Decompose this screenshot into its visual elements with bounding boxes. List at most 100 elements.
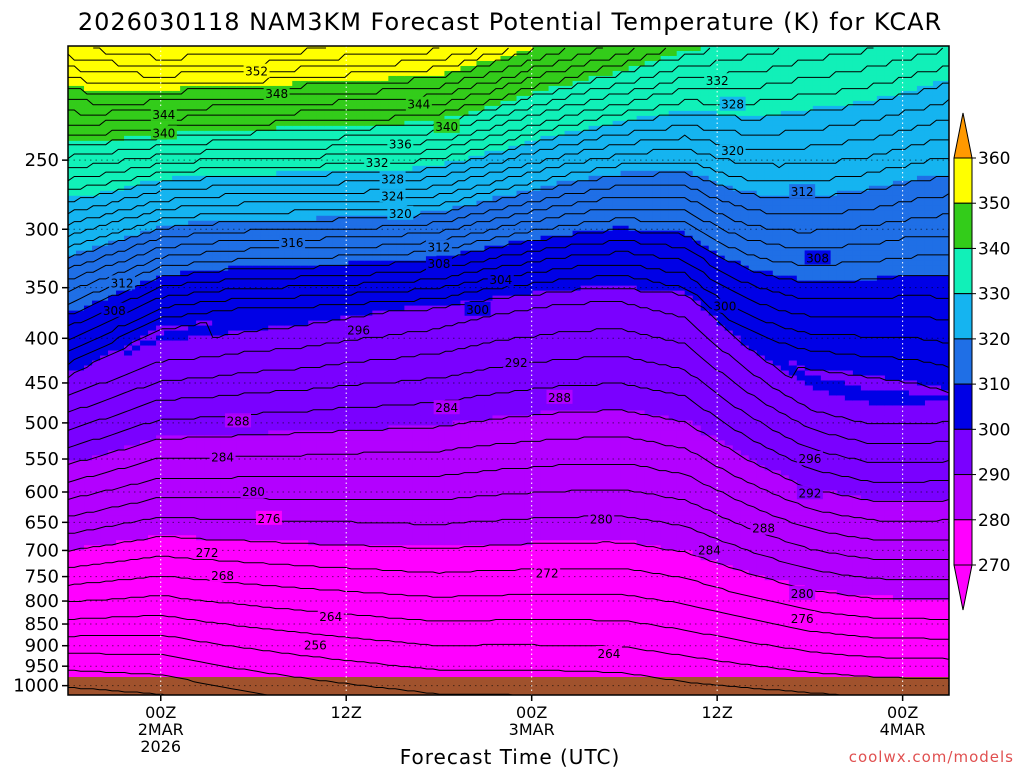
band-cell — [284, 370, 293, 377]
band-cell — [332, 630, 341, 636]
band-cell — [76, 180, 85, 187]
band-cell — [92, 415, 101, 422]
band-cell — [140, 485, 149, 491]
band-cell — [140, 225, 149, 232]
band-cell — [84, 225, 93, 232]
band-cell — [164, 575, 173, 581]
band-cell — [172, 420, 181, 427]
band-cell — [76, 46, 85, 52]
band-cell — [252, 320, 261, 327]
band-cell — [116, 95, 125, 102]
band-cell — [332, 320, 341, 327]
band-cell — [260, 500, 269, 506]
band-cell — [236, 80, 245, 87]
band-cell — [156, 365, 165, 372]
band-cell — [204, 605, 213, 611]
band-cell — [212, 55, 221, 62]
band-cell — [164, 270, 173, 277]
band-cell — [196, 300, 205, 307]
band-cell — [204, 55, 213, 62]
band-cell — [156, 410, 165, 417]
band-cell — [348, 600, 357, 606]
band-cell — [348, 575, 357, 581]
band-cell — [356, 130, 365, 137]
band-cell — [100, 55, 109, 62]
band-cell — [356, 435, 365, 441]
band-cell — [76, 485, 85, 491]
band-cell — [292, 450, 301, 456]
band-cell — [172, 225, 181, 232]
band-cell — [68, 660, 77, 666]
band-cell — [252, 650, 261, 656]
band-cell — [340, 345, 349, 352]
band-cell — [212, 510, 221, 516]
band-cell — [244, 75, 253, 82]
band-cell — [68, 665, 77, 671]
band-cell — [180, 175, 189, 182]
band-cell — [124, 420, 133, 427]
band-cell — [148, 525, 157, 531]
band-cell — [324, 410, 333, 417]
band-cell — [292, 80, 301, 87]
band-cell — [300, 670, 309, 676]
band-cell — [188, 490, 197, 496]
band-cell — [92, 635, 101, 641]
band-cell — [180, 165, 189, 172]
band-cell — [260, 245, 269, 252]
band-cell — [164, 75, 173, 82]
band-cell — [204, 465, 213, 471]
band-cell — [76, 200, 85, 207]
band-cell — [132, 245, 141, 252]
band-cell — [236, 345, 245, 352]
band-cell — [356, 615, 365, 621]
band-cell — [332, 155, 341, 162]
band-cell — [132, 270, 141, 277]
band-cell — [68, 655, 77, 661]
band-cell — [132, 285, 141, 292]
band-cell — [292, 650, 301, 656]
band-cell — [76, 450, 85, 456]
band-cell — [68, 575, 77, 581]
band-cell — [116, 290, 125, 297]
band-cell — [244, 600, 253, 606]
band-cell — [340, 640, 349, 646]
band-cell — [244, 105, 253, 112]
band-cell — [252, 635, 261, 641]
band-cell — [300, 290, 309, 297]
band-cell — [324, 510, 333, 516]
band-cell — [316, 380, 325, 387]
band-cell — [348, 210, 357, 217]
band-cell — [268, 590, 277, 596]
band-cell — [308, 535, 317, 541]
band-cell — [324, 540, 333, 546]
band-cell — [260, 300, 269, 307]
band-cell — [300, 495, 309, 501]
band-cell — [348, 60, 357, 67]
band-cell — [284, 55, 293, 62]
band-cell — [164, 180, 173, 187]
band-cell — [260, 165, 269, 172]
band-cell — [212, 250, 221, 257]
band-cell — [220, 555, 229, 561]
band-cell — [332, 385, 341, 392]
band-cell — [340, 670, 349, 676]
band-cell — [308, 50, 317, 57]
band-cell — [252, 605, 261, 611]
band-cell — [140, 435, 149, 441]
band-cell — [196, 640, 205, 646]
band-cell — [284, 130, 293, 137]
band-cell — [284, 515, 293, 521]
band-cell — [260, 535, 269, 541]
band-cell — [308, 560, 317, 566]
band-cell — [356, 640, 365, 646]
band-cell — [212, 525, 221, 531]
band-cell — [140, 615, 149, 621]
band-cell — [108, 600, 117, 606]
band-cell — [68, 610, 77, 616]
band-cell — [116, 565, 125, 571]
band-cell — [124, 525, 133, 531]
band-cell — [332, 225, 341, 232]
band-cell — [116, 510, 125, 516]
band-cell — [276, 270, 285, 277]
band-cell — [372, 295, 381, 302]
